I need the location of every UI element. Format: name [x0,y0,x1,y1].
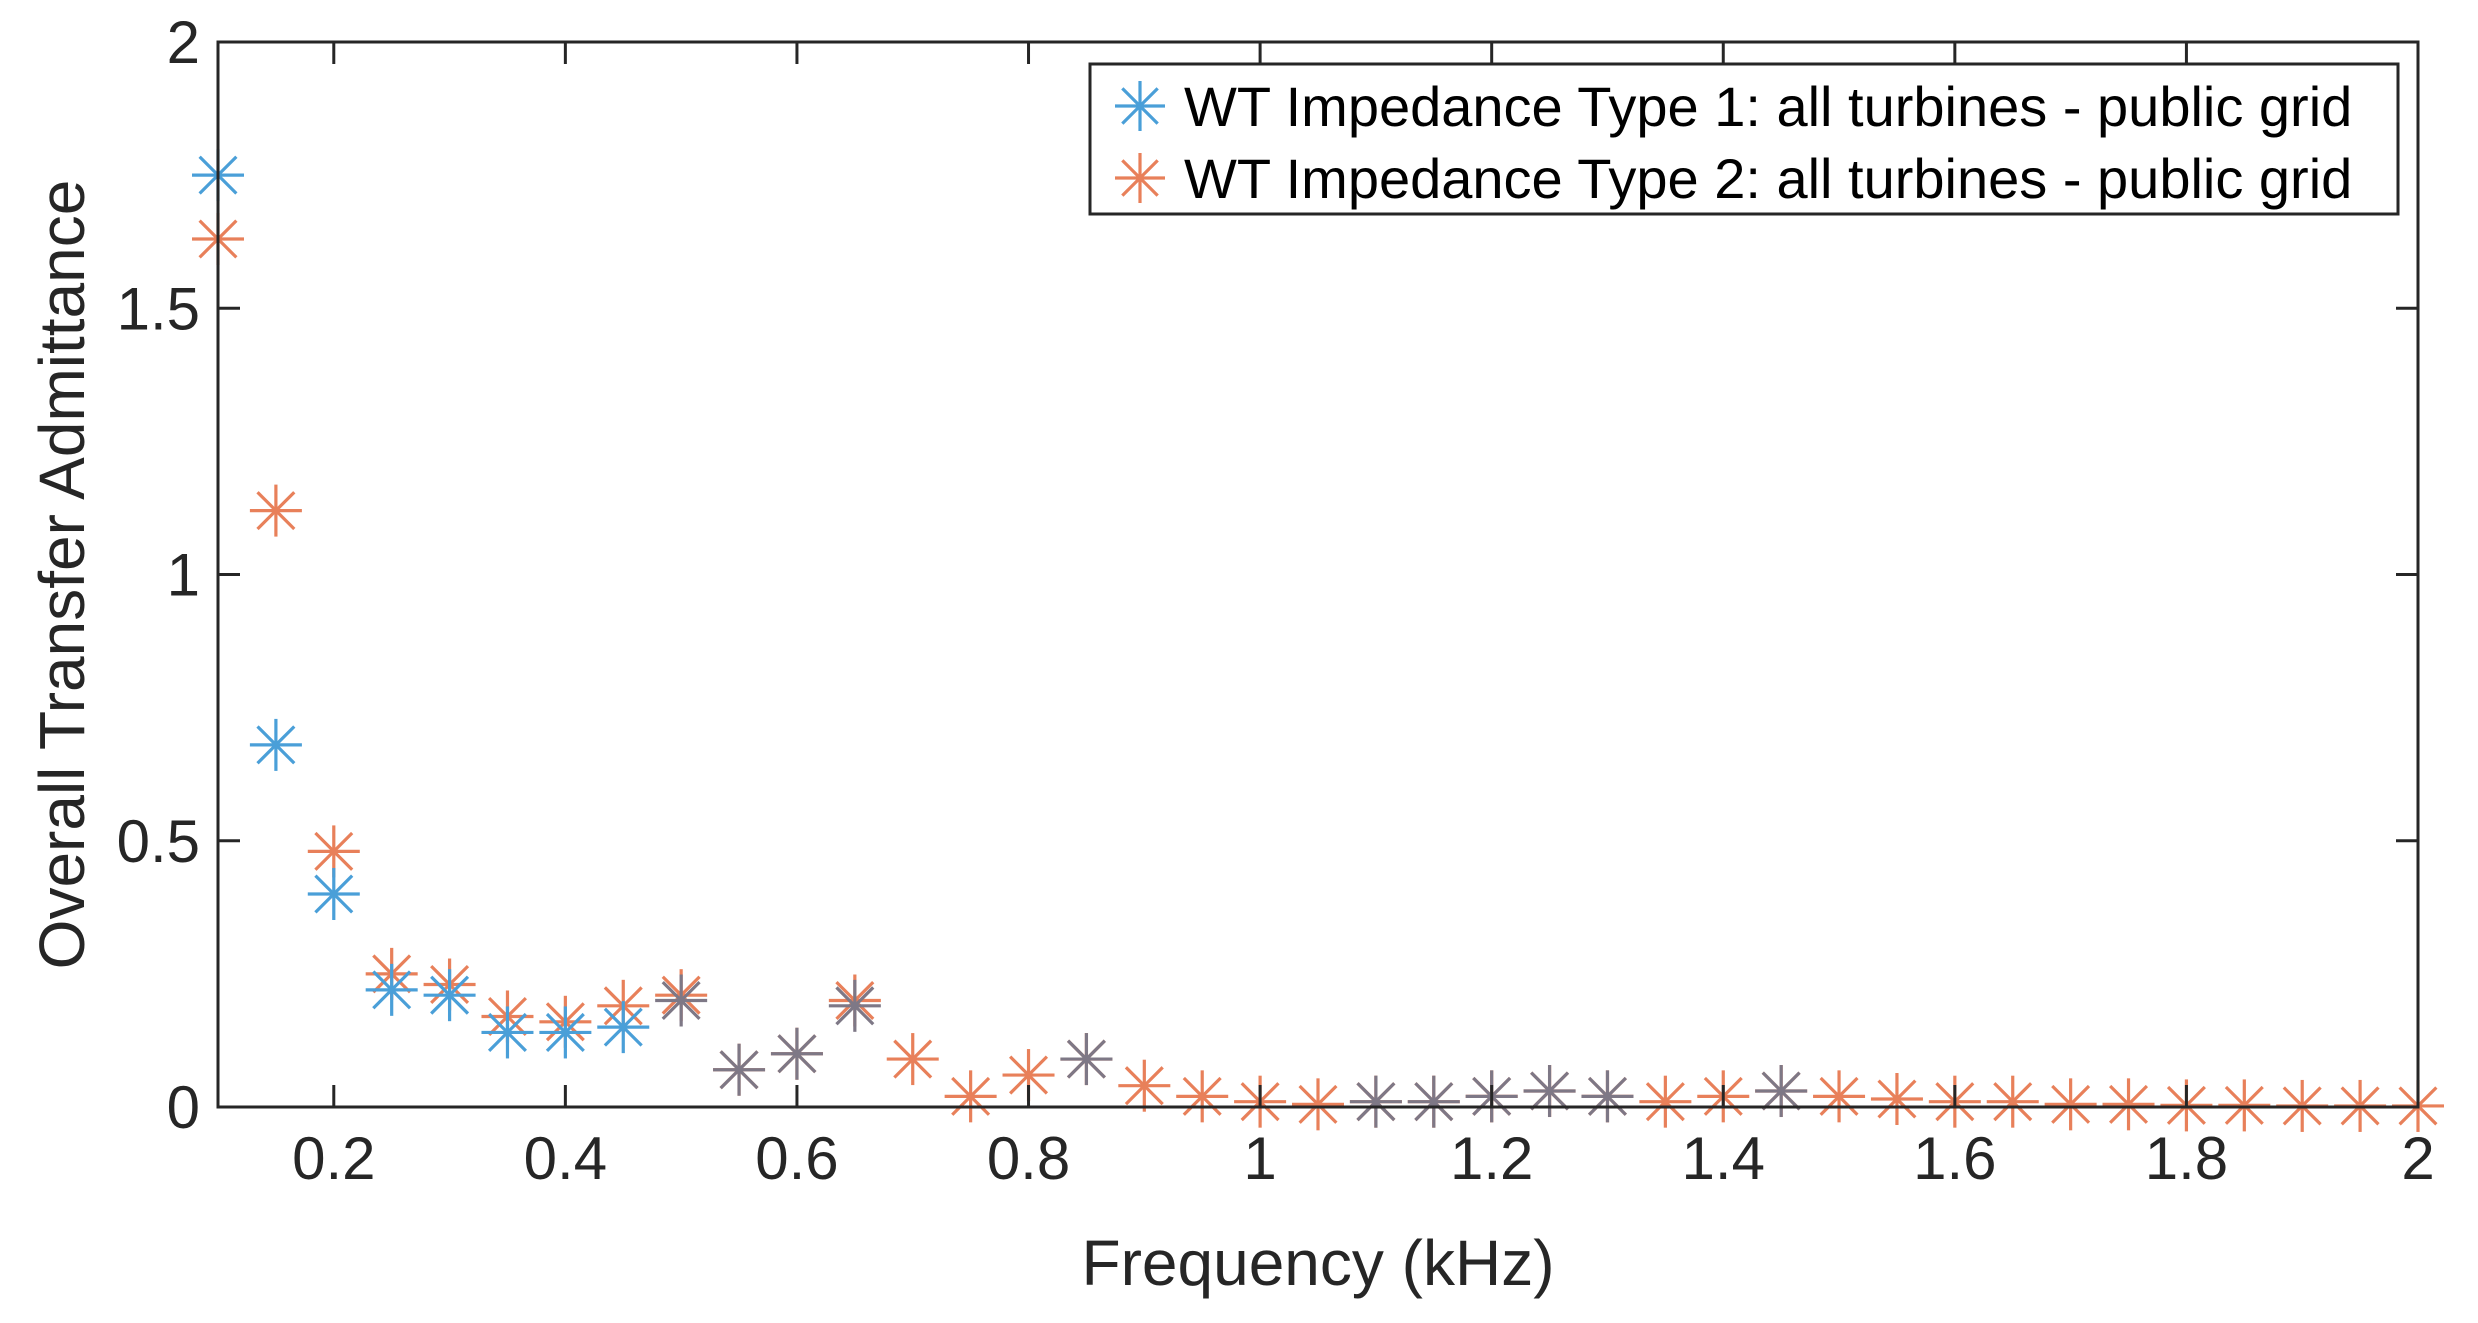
data-point-series-2 [1986,1075,2039,1128]
data-point-series-2 [886,1033,939,1086]
data-point-series-2 [1176,1070,1229,1123]
data-point-series-1 [539,1006,592,1059]
data-point-series-1 [249,718,302,771]
x-tick-label: 1.4 [1682,1125,1765,1192]
y-tick-label: 0 [167,1074,200,1141]
y-tick-label: 0.5 [117,808,200,875]
x-tick-label: 1.2 [1450,1125,1533,1192]
legend: WT Impedance Type 1: all turbines - publ… [1088,62,2400,216]
data-point-series-1 [423,969,476,1022]
y-axis-tick-labels: 0 0.5 1 1.5 2 [117,9,200,1141]
data-point-series-1 [828,979,881,1032]
data-point-series-2 [2218,1079,2271,1132]
data-point-series-2 [2102,1078,2155,1131]
data-point-series-2 [1292,1078,1344,1131]
x-tick-label: 2 [2401,1125,2434,1192]
y-axis-title: Overall Transfer Admittance [26,180,98,970]
x-axis-title: Frequency (kHz) [1082,1227,1555,1299]
legend-marker-series-2 [1115,153,1165,203]
x-tick-label: 0.4 [524,1125,607,1192]
legend-marker [1115,153,1165,203]
legend-marker-series-1 [1115,81,1165,131]
data-point-series-2 [1870,1073,1923,1126]
axis-ticks [218,40,2420,1109]
x-axis-tick-labels: 0.2 0.4 0.6 0.8 1 1.2 1.4 1.6 1.8 2 [292,1125,2435,1192]
data-point-series-2 [1118,1059,1171,1112]
y-tick-label: 1 [167,542,200,609]
data-point-series-2 [1639,1075,1692,1128]
x-tick-label: 1.6 [1913,1125,1996,1192]
legend-box [1088,62,2400,216]
plot-marks [192,149,2444,1132]
data-point-series-1 [1349,1075,1402,1128]
data-point-series-1 [713,1043,766,1096]
data-point-series-2 [944,1070,997,1123]
data-point-series-2 [1813,1070,1866,1123]
data-point-series-1 [481,1006,534,1059]
data-point-series-1 [597,1001,650,1054]
data-point-series-1 [1060,1033,1113,1086]
y-tick-label: 2 [167,9,200,76]
data-point-series-2 [2044,1078,2097,1131]
y-tick-label: 1.5 [117,275,200,342]
x-tick-label: 0.2 [292,1125,375,1192]
data-point-series-1 [655,974,708,1027]
x-tick-label: 0.6 [755,1125,838,1192]
x-tick-label: 1.8 [2145,1125,2228,1192]
data-point-series-1 [1581,1070,1634,1123]
x-tick-label: 0.8 [987,1125,1070,1192]
data-point-series-1 [1523,1065,1576,1118]
data-point-series-1 [365,963,418,1016]
x-tick-label: 1 [1243,1125,1276,1192]
legend-entry-series-2: WT Impedance Type 2: all turbines - publ… [1184,147,2352,210]
data-point-series-1 [1407,1075,1460,1128]
data-point-series-1 [770,1027,823,1080]
data-point-series-1 [1755,1065,1808,1118]
legend-entry-series-1: WT Impedance Type 1: all turbines - publ… [1184,75,2352,138]
data-point-series-2 [249,484,302,537]
legend-marker [1115,81,1165,131]
data-point-series-1 [307,868,360,920]
